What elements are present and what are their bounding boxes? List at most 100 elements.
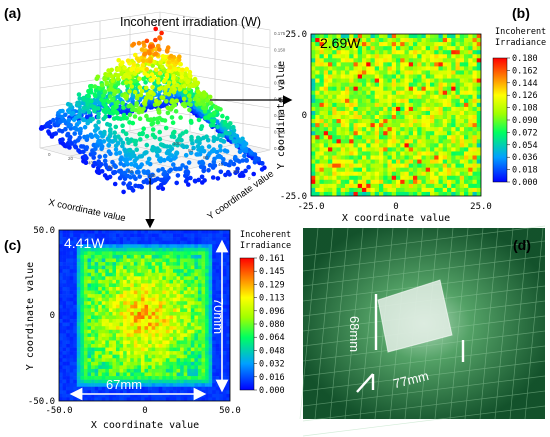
heatmap-cell xyxy=(140,283,145,288)
heatmap-cell xyxy=(123,326,127,331)
heatmap-cell xyxy=(137,319,142,323)
heatmap-cell xyxy=(155,251,160,256)
scatter-point xyxy=(99,83,105,88)
heatmap-cell xyxy=(137,240,142,245)
scatter-point xyxy=(169,115,175,120)
heatmap-cell xyxy=(332,110,337,116)
heatmap-cell xyxy=(472,42,478,47)
heatmap-cell xyxy=(148,244,152,249)
heatmap-cell xyxy=(353,106,359,112)
heatmap-cell xyxy=(162,244,167,249)
heatmap-cell xyxy=(140,301,145,306)
heatmap-cell xyxy=(434,82,439,87)
heatmap-cell xyxy=(357,159,363,164)
heatmap-cell xyxy=(379,34,384,39)
heatmap-cell xyxy=(315,54,320,59)
heatmap-cell xyxy=(468,151,473,156)
heatmap-cell xyxy=(69,383,74,388)
heatmap-cell xyxy=(421,143,427,148)
heatmap-cell xyxy=(140,254,145,259)
heatmap-cell xyxy=(69,322,74,327)
heatmap-cell xyxy=(468,58,473,63)
heatmap-cell xyxy=(434,187,439,193)
heatmap-cell xyxy=(80,230,85,234)
heatmap-cell xyxy=(464,171,469,177)
heatmap-cell xyxy=(173,247,177,252)
heatmap-cell xyxy=(144,361,149,366)
scatter-point xyxy=(210,175,216,180)
heatmap-cell xyxy=(319,123,325,128)
heatmap-cell xyxy=(162,326,167,331)
heatmap-cell xyxy=(311,46,316,51)
heatmap-cell xyxy=(396,66,401,71)
scatter-point xyxy=(111,107,116,112)
heatmap-cell xyxy=(112,365,117,370)
heatmap-cell xyxy=(69,354,74,359)
heatmap-cell xyxy=(101,311,106,316)
heatmap-cell xyxy=(148,311,152,316)
scatter-point xyxy=(174,150,179,155)
heatmap-cell xyxy=(379,135,384,140)
heatmap-cell xyxy=(442,115,448,120)
heatmap-cell xyxy=(123,333,127,338)
heatmap-cell xyxy=(404,74,410,79)
heatmap-cell xyxy=(366,183,371,189)
scatter-point xyxy=(178,166,183,171)
heatmap-cell xyxy=(370,143,376,148)
heatmap-cell xyxy=(151,354,156,359)
heatmap-cell xyxy=(119,240,124,245)
scatter-point xyxy=(215,124,220,130)
heatmap-cell xyxy=(62,311,67,316)
heatmap-cell xyxy=(353,66,359,71)
heatmap-cell xyxy=(87,354,92,359)
heatmap-cell xyxy=(323,78,329,83)
scatter-point xyxy=(158,156,163,161)
heatmap-cell xyxy=(464,86,469,91)
heatmap-cell xyxy=(73,308,78,313)
heatmap-cell xyxy=(451,46,456,51)
heatmap-cell xyxy=(173,254,177,259)
heatmap-cell xyxy=(94,297,99,302)
heatmap-cell xyxy=(438,135,444,140)
heatmap-cell xyxy=(119,358,124,363)
heatmap-cell xyxy=(66,390,70,395)
heatmap-cell xyxy=(408,127,414,132)
heatmap-cell xyxy=(148,287,152,291)
heatmap-cell xyxy=(80,283,85,288)
heatmap-cell xyxy=(438,82,444,87)
heatmap-cell xyxy=(459,127,465,132)
heatmap-cell xyxy=(315,119,320,124)
heatmap-cell xyxy=(447,54,452,59)
heatmap-cell xyxy=(62,247,67,252)
heatmap-cell xyxy=(144,294,149,298)
heatmap-cell xyxy=(362,74,367,79)
heatmap-cell xyxy=(451,159,456,164)
heatmap-cell xyxy=(366,62,371,67)
heatmap-cell xyxy=(59,322,63,327)
heatmap-cell xyxy=(73,272,78,277)
colorbar-tick-label: 0.180 xyxy=(512,54,538,64)
heatmap-cell xyxy=(315,143,320,148)
heatmap-cell xyxy=(130,379,135,384)
heatmap-cell xyxy=(80,297,85,302)
heatmap-cell xyxy=(108,254,113,259)
heatmap-cell xyxy=(83,297,88,302)
heatmap-cell xyxy=(353,119,359,124)
heatmap-cell xyxy=(91,361,95,366)
scatter-point xyxy=(243,168,248,174)
heatmap-cell xyxy=(59,254,63,259)
heatmap-cell xyxy=(144,340,149,345)
heatmap-cell xyxy=(126,368,131,373)
heatmap-cell xyxy=(413,127,418,132)
heatmap-cell xyxy=(387,102,393,108)
scatter-point xyxy=(156,77,161,82)
heatmap-cell xyxy=(362,46,367,51)
heatmap-cell xyxy=(73,344,78,348)
heatmap-cell xyxy=(383,123,388,128)
heatmap-cell xyxy=(165,372,170,377)
heatmap-cell xyxy=(105,247,110,252)
heatmap-cell xyxy=(83,247,88,252)
heatmap-cell xyxy=(62,397,67,401)
heatmap-cell xyxy=(101,237,106,241)
heatmap-cell xyxy=(366,191,371,196)
